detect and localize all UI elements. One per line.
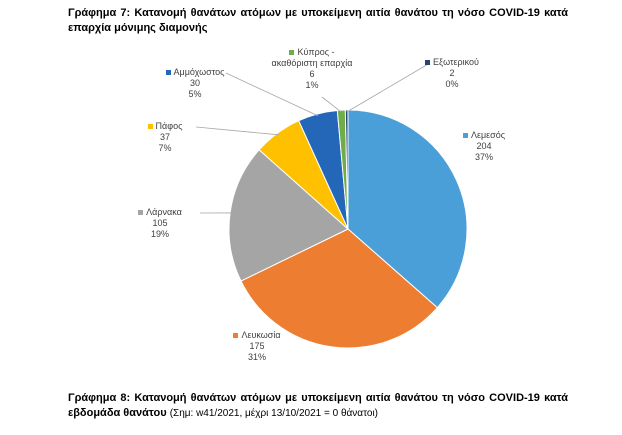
label-swatch [462,133,468,139]
label-category: Λευκωσία [241,330,281,340]
label-value: 6 [309,69,315,79]
label-share: 7% [158,143,172,153]
label-category: Λάρνακα [146,207,182,217]
label-category: Πάφος [155,121,183,131]
next-caption: Γράφημα 8: Κατανομή θανάτων ατόμων με υπ… [68,391,568,421]
data-label: Εξωτερικού 2 0% [412,57,492,90]
label-name: Λεμεσός [444,130,524,141]
label-swatch [233,333,239,339]
next-caption-title: Γράφημα 8: Κατανομή θανάτων ατόμων με υπ… [68,392,568,419]
label-share: 19% [150,229,169,239]
label-swatch [165,70,171,76]
label-share: 5% [188,89,202,99]
data-label: Πάφος 37 7% [130,121,200,154]
label-name: Πάφος [130,121,200,132]
label-share: 1% [305,80,319,90]
data-label: Λεμεσός 204 37% [444,130,524,163]
label-name: Λάρνακα [120,207,200,218]
label-name: Λευκωσία [217,330,297,341]
data-label: Λάρνακα 105 19% [120,207,200,240]
label-category: Εξωτερικού [433,57,479,67]
label-name: Εξωτερικού [412,57,492,68]
label-share: 0% [445,79,459,89]
leader-line [346,62,431,113]
label-share: 37% [474,152,493,162]
label-category: Αμμόχωστος [173,67,225,77]
next-caption-note: (Σημ: w41/2021, μέχρι 13/10/2021 = 0 θάν… [169,408,378,419]
pie-slice [347,109,468,309]
label-value: 37 [159,132,170,142]
leader-line [195,126,279,136]
pie-slice [240,228,439,349]
label-value: 204 [476,141,492,151]
label-value: 105 [152,218,168,228]
label-swatch [289,50,295,56]
label-value: 30 [189,78,200,88]
pie-slice [344,109,349,230]
leader-line [321,96,342,113]
label-swatch [138,210,144,216]
label-value: 175 [249,341,265,351]
leader-line [225,72,319,117]
label-category: Λεμεσός [470,130,506,140]
label-name: Κύπρος - ακαθόριστη επαρχία [267,47,357,69]
data-label: Αμμόχωστος 30 5% [155,67,235,100]
label-name: Αμμόχωστος [155,67,235,78]
label-swatch [147,124,153,130]
chart-title: Γράφημα 7: Κατανομή θανάτων ατόμων με υπ… [68,7,568,34]
data-label: Κύπρος - ακαθόριστη επαρχία 6 1% [267,47,357,91]
label-value: 2 [449,68,455,78]
label-share: 31% [247,352,266,362]
label-category: Κύπρος - ακαθόριστη επαρχία [271,47,353,68]
label-swatch [425,60,431,66]
data-label: Λευκωσία 175 31% [217,330,297,363]
